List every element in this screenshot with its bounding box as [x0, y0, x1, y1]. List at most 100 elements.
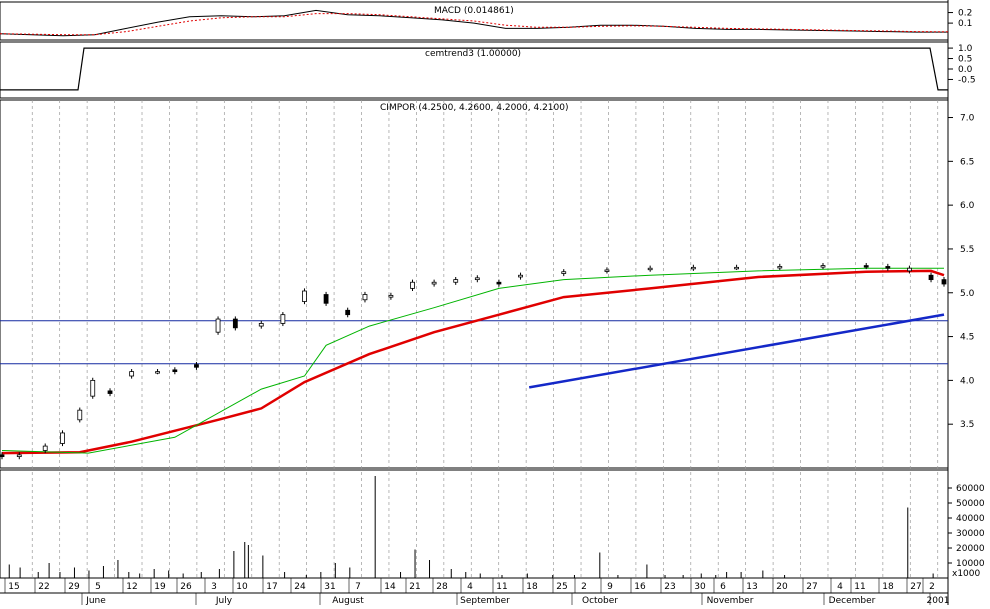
cemtrend-tick-label: 0.5: [958, 55, 972, 65]
x-day-label: 18: [882, 582, 894, 592]
price-tick-label: 7.0: [960, 114, 975, 124]
cemtrend-line: [0, 47, 948, 91]
x-day-label: 14: [384, 582, 396, 592]
price-tick-label: 5.0: [960, 289, 975, 299]
candle-body: [16, 454, 22, 458]
x-day-label: 29: [68, 582, 80, 592]
x-month-label: November: [707, 596, 754, 605]
x-day-label: 4: [837, 582, 843, 592]
price-title: CIMPOR (4.2500, 4.2600, 4.2000, 4.2100): [380, 103, 568, 113]
x-month-label: June: [85, 596, 106, 605]
candle-body: [820, 265, 826, 268]
candle-body: [518, 274, 523, 278]
x-day-label: 27: [910, 582, 921, 592]
candle-body: [863, 265, 869, 268]
candle-body: [90, 379, 96, 397]
candle-body: [362, 294, 368, 301]
candle-body: [941, 279, 947, 285]
x-day-label: 2: [581, 582, 587, 592]
candle-body: [232, 318, 238, 329]
candle-body: [734, 266, 739, 270]
x-day-label: 2: [929, 582, 935, 592]
candle-body: [280, 314, 286, 324]
x-day-label: 25: [556, 582, 567, 592]
candle-body: [194, 364, 199, 368]
candle-body: [0, 454, 5, 458]
macd-tick-label: 0.2: [958, 9, 972, 19]
x-day-label: 5: [95, 582, 101, 592]
x-day-label: 16: [634, 582, 646, 592]
x-day-label: 11: [854, 582, 865, 592]
candle-body: [302, 290, 307, 302]
candle-body: [60, 432, 65, 444]
candle-body: [258, 323, 264, 327]
price-tick-label: 6.0: [960, 201, 975, 211]
x-month-label: December: [829, 596, 876, 605]
x-day-label: 23: [664, 582, 675, 592]
candle-body: [388, 294, 394, 298]
x-month-label: 2001: [927, 596, 950, 605]
x-day-label: 19: [154, 582, 166, 592]
x-day-label: 21: [409, 582, 420, 592]
candle-body: [690, 266, 696, 270]
x-day-label: 9: [607, 582, 613, 592]
cemtrend-tick-label: 0.0: [958, 65, 973, 75]
x-day-label: 15: [8, 582, 19, 592]
cemtrend-tick-label: -0.5: [958, 75, 976, 85]
candle-body: [107, 390, 113, 394]
macd-signal-line: [0, 13, 949, 36]
x-day-label: 31: [324, 582, 335, 592]
candle-body: [496, 281, 502, 285]
volume-tick-label: 10000: [956, 559, 985, 569]
macd-title: MACD (0.014861): [434, 6, 514, 16]
x-month-label: October: [582, 596, 618, 605]
candle-body: [604, 269, 610, 272]
volume-tick-label: 50000: [956, 499, 985, 509]
candle-body: [453, 279, 459, 283]
cemtrend-title: cemtrend3 (1.00000): [425, 49, 521, 59]
volume-tick-label: 40000: [956, 514, 985, 524]
x-month-label: August: [332, 596, 364, 605]
cemtrend-tick-label: 1.0: [958, 44, 973, 54]
x-day-label: 3: [211, 582, 217, 592]
candle-body: [885, 266, 891, 269]
candle-body: [907, 267, 912, 272]
x-day-label: 17: [266, 582, 277, 592]
x-day-label: 20: [776, 582, 788, 592]
volume-multiplier-label: x1000: [952, 569, 981, 579]
x-day-label: 11: [496, 582, 507, 592]
volume-tick-label: 60000: [956, 484, 985, 494]
x-month-label: September: [460, 596, 510, 605]
candle-body: [561, 271, 567, 274]
x-day-label: 6: [720, 582, 726, 592]
price-tick-label: 4.5: [960, 333, 974, 343]
volume-tick-label: 30000: [956, 529, 985, 539]
candle-body: [647, 267, 653, 271]
sma-short-line: [1, 267, 944, 454]
price-tick-label: 4.0: [960, 376, 975, 386]
price-tick-label: 6.5: [960, 157, 974, 167]
trendline: [528, 313, 945, 389]
candle-body: [129, 371, 135, 377]
x-day-label: 13: [746, 582, 757, 592]
x-day-label: 10: [236, 582, 248, 592]
candle-body: [155, 371, 160, 374]
sma-long-line: [1, 269, 945, 455]
macd-line: [0, 9, 948, 37]
x-day-label: 30: [694, 582, 706, 592]
candle-body: [172, 369, 178, 373]
price-tick-label: 5.5: [960, 245, 974, 255]
candle-body: [777, 266, 783, 269]
x-day-label: 24: [294, 582, 306, 592]
candle-body: [323, 294, 329, 304]
x-day-label: 4: [467, 582, 473, 592]
candle-body: [215, 318, 221, 333]
price-tick-label: 3.5: [960, 420, 974, 430]
candle-body: [474, 277, 480, 281]
x-day-label: 7: [355, 582, 361, 592]
candle-body: [345, 309, 351, 316]
x-day-label: 27: [806, 582, 817, 592]
candle-body: [928, 274, 934, 281]
